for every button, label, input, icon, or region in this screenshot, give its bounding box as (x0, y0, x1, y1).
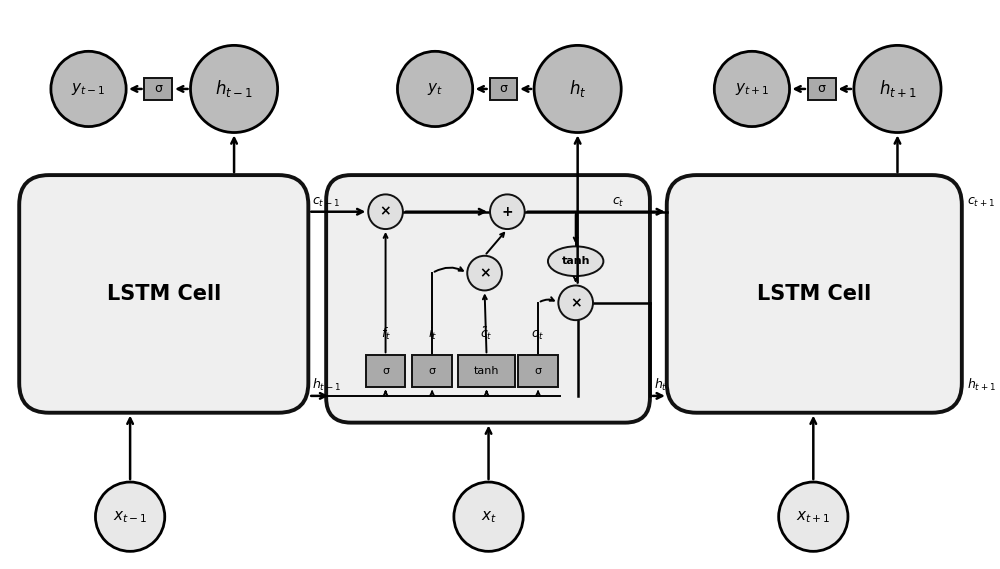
Text: $c_{t+1}$: $c_{t+1}$ (967, 196, 995, 209)
Text: σ: σ (154, 83, 162, 96)
Circle shape (454, 482, 523, 551)
Circle shape (714, 51, 790, 126)
FancyBboxPatch shape (19, 175, 308, 413)
Text: +: + (502, 205, 513, 218)
Text: σ: σ (382, 366, 389, 376)
Text: LSTM Cell: LSTM Cell (757, 284, 871, 304)
Circle shape (191, 46, 278, 133)
Bar (144, 78, 172, 100)
Circle shape (95, 482, 165, 551)
Text: σ: σ (429, 366, 436, 376)
Text: ×: × (380, 205, 391, 218)
Text: tanh: tanh (474, 366, 499, 376)
Circle shape (534, 46, 621, 133)
Bar (490, 78, 517, 100)
Text: ×: × (479, 266, 490, 280)
Bar (458, 355, 515, 387)
FancyBboxPatch shape (667, 175, 962, 413)
Text: ×: × (570, 296, 581, 310)
Text: σ: σ (499, 83, 507, 96)
Circle shape (368, 195, 403, 229)
Text: $f_t$: $f_t$ (381, 327, 391, 343)
Text: $h_t$: $h_t$ (569, 79, 586, 100)
Text: $y_{t-1}$: $y_{t-1}$ (71, 81, 106, 97)
Text: tanh: tanh (561, 256, 590, 266)
Text: $h_t$: $h_t$ (654, 377, 668, 393)
Text: $x_{t+1}$: $x_{t+1}$ (796, 509, 831, 525)
Ellipse shape (548, 246, 603, 276)
Circle shape (467, 256, 502, 290)
Text: σ: σ (535, 366, 542, 376)
Text: $h_{t+1}$: $h_{t+1}$ (967, 377, 996, 393)
Text: $h_{t+1}$: $h_{t+1}$ (879, 79, 916, 100)
Text: $\tilde{c}_t$: $\tilde{c}_t$ (480, 326, 493, 343)
Bar (808, 78, 836, 100)
Bar (518, 355, 558, 387)
Circle shape (854, 46, 941, 133)
Text: $x_{t-1}$: $x_{t-1}$ (113, 509, 147, 525)
Text: $y_{t+1}$: $y_{t+1}$ (735, 81, 769, 97)
Text: σ: σ (818, 83, 826, 96)
Text: $h_{t-1}$: $h_{t-1}$ (215, 79, 253, 100)
FancyBboxPatch shape (326, 175, 650, 423)
Text: LSTM Cell: LSTM Cell (107, 284, 221, 304)
Text: $i_t$: $i_t$ (428, 327, 437, 343)
Text: $o_t$: $o_t$ (531, 329, 545, 343)
Text: $x_t$: $x_t$ (481, 509, 496, 525)
Bar (412, 355, 452, 387)
Circle shape (397, 51, 473, 126)
Text: $h_{t-1}$: $h_{t-1}$ (312, 377, 341, 393)
Circle shape (51, 51, 126, 126)
Circle shape (490, 195, 525, 229)
Text: $y_t$: $y_t$ (427, 81, 443, 97)
Text: $c_{t-1}$: $c_{t-1}$ (312, 196, 340, 209)
Bar (366, 355, 405, 387)
Circle shape (779, 482, 848, 551)
Text: $c_t$: $c_t$ (612, 196, 625, 209)
Circle shape (558, 286, 593, 320)
